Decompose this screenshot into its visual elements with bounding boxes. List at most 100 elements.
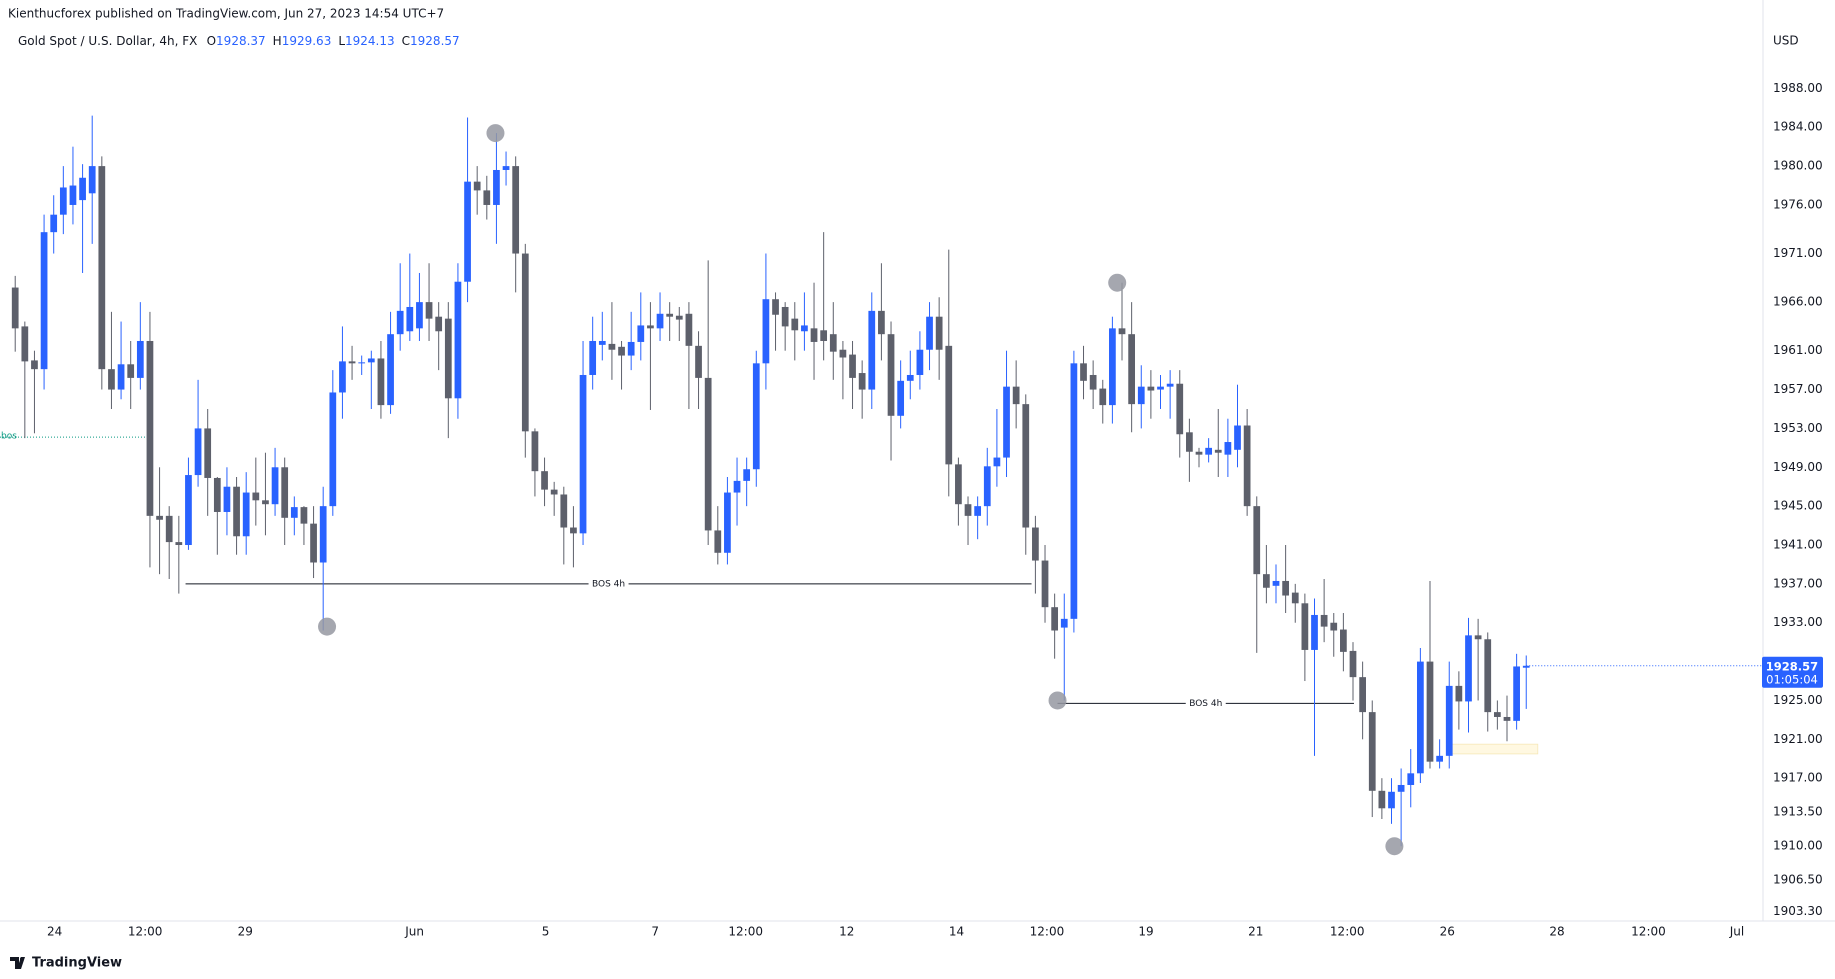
x-tick-label: 26 [1440, 925, 1455, 939]
candle-body [339, 361, 346, 393]
candle-body [1214, 449, 1222, 453]
candle-body [1301, 603, 1309, 650]
x-tick-label: 28 [1549, 925, 1564, 939]
candle-body [964, 504, 972, 516]
candle-body [11, 287, 19, 329]
candle-body [1493, 712, 1501, 717]
footer-brand: TradingView [32, 956, 122, 971]
candle-body [1080, 363, 1087, 381]
candle-body [829, 334, 837, 352]
candle-body [752, 363, 760, 470]
candle-body [1012, 386, 1020, 405]
candle-body [1397, 784, 1405, 792]
y-tick-label: 1925.00 [1773, 693, 1823, 707]
last-price-box [1762, 656, 1823, 688]
candle-body [1513, 666, 1520, 721]
candle-body [1243, 425, 1251, 507]
candle-body [175, 542, 183, 546]
candle-body [367, 358, 375, 363]
candle-body [1359, 677, 1366, 713]
candle-body [589, 340, 597, 375]
candle-body [1128, 334, 1136, 405]
candle-body [647, 325, 654, 329]
candle-body [801, 325, 808, 332]
candle-body [444, 318, 452, 399]
candle-body [242, 492, 250, 537]
candle-body [204, 428, 212, 478]
y-tick-label: 1971.00 [1773, 246, 1823, 260]
y-tick-label: 1903.30 [1773, 904, 1823, 918]
currency-label: USD [1773, 34, 1799, 48]
countdown: 01:05:04 [1766, 672, 1818, 686]
y-tick-label: 1966.00 [1773, 295, 1823, 309]
y-tick-label: 1913.50 [1773, 805, 1823, 819]
candle-body [926, 316, 933, 350]
candle-body [21, 326, 29, 362]
candle-body [1147, 386, 1155, 391]
candle-body [1089, 374, 1097, 390]
candle-body [955, 464, 962, 505]
candle-body [598, 340, 606, 345]
y-tick-label: 1949.00 [1773, 460, 1823, 474]
x-tick-label: 12:00 [728, 925, 763, 939]
candle-body [724, 492, 731, 553]
candle-body [31, 360, 38, 370]
legend-ohlc-value: 1928.37 [216, 34, 266, 48]
candle-body [1041, 560, 1049, 608]
candle-body [1253, 506, 1261, 575]
candle-body [252, 492, 260, 501]
candle-body [300, 507, 308, 524]
annotation-label: bos [1, 432, 17, 442]
candle-body [502, 166, 510, 170]
candle-body [1263, 574, 1270, 588]
candle-body [464, 181, 471, 282]
annotation-label-bg [1185, 697, 1226, 710]
candle-body [1070, 363, 1078, 619]
candle-body [704, 377, 712, 531]
y-tick-label: 1984.00 [1773, 120, 1823, 134]
x-tick-label: 19 [1138, 925, 1153, 939]
candle-body [281, 467, 289, 518]
candle-body [1474, 635, 1482, 640]
candle-body [185, 475, 192, 546]
candle-body [127, 364, 135, 378]
candle-body [213, 477, 221, 512]
candle-body [262, 500, 269, 505]
candle-body [887, 334, 895, 416]
candle-body [935, 316, 943, 350]
last-price-value: 1928.57 [1766, 659, 1818, 673]
candle-body [59, 187, 67, 215]
candle-body [656, 313, 664, 329]
y-tick-label: 1921.00 [1773, 732, 1823, 746]
candle-body [733, 480, 741, 493]
candle-body [406, 306, 414, 332]
candle-body [319, 506, 327, 563]
candle-body [849, 354, 856, 378]
publish-header: Kienthucforex published on TradingView.c… [8, 7, 444, 21]
candle-body [223, 486, 231, 512]
swing-point [1385, 837, 1404, 856]
candle-body [714, 530, 722, 553]
x-tick-label: Jun [404, 925, 424, 939]
candle-body [1445, 685, 1453, 756]
swing-point [1108, 273, 1127, 292]
x-tick-label: Jul [1729, 925, 1744, 939]
annotation-label: BOS 4h [1189, 699, 1222, 709]
candle-body [1484, 639, 1492, 713]
y-tick-label: 1917.00 [1773, 771, 1823, 785]
candle-body [310, 523, 317, 563]
candle-body [1195, 451, 1203, 455]
candle-body [387, 334, 394, 406]
candle-body [425, 302, 433, 319]
logo-dot [20, 957, 24, 961]
x-tick-label: 12:00 [1030, 925, 1065, 939]
swing-point [318, 617, 337, 636]
candle-body [377, 358, 385, 406]
candle-body [69, 185, 77, 205]
candle-body [416, 302, 423, 329]
y-tick-label: 1980.00 [1773, 159, 1823, 173]
candle-body [1022, 404, 1030, 528]
candle-body [868, 310, 876, 390]
